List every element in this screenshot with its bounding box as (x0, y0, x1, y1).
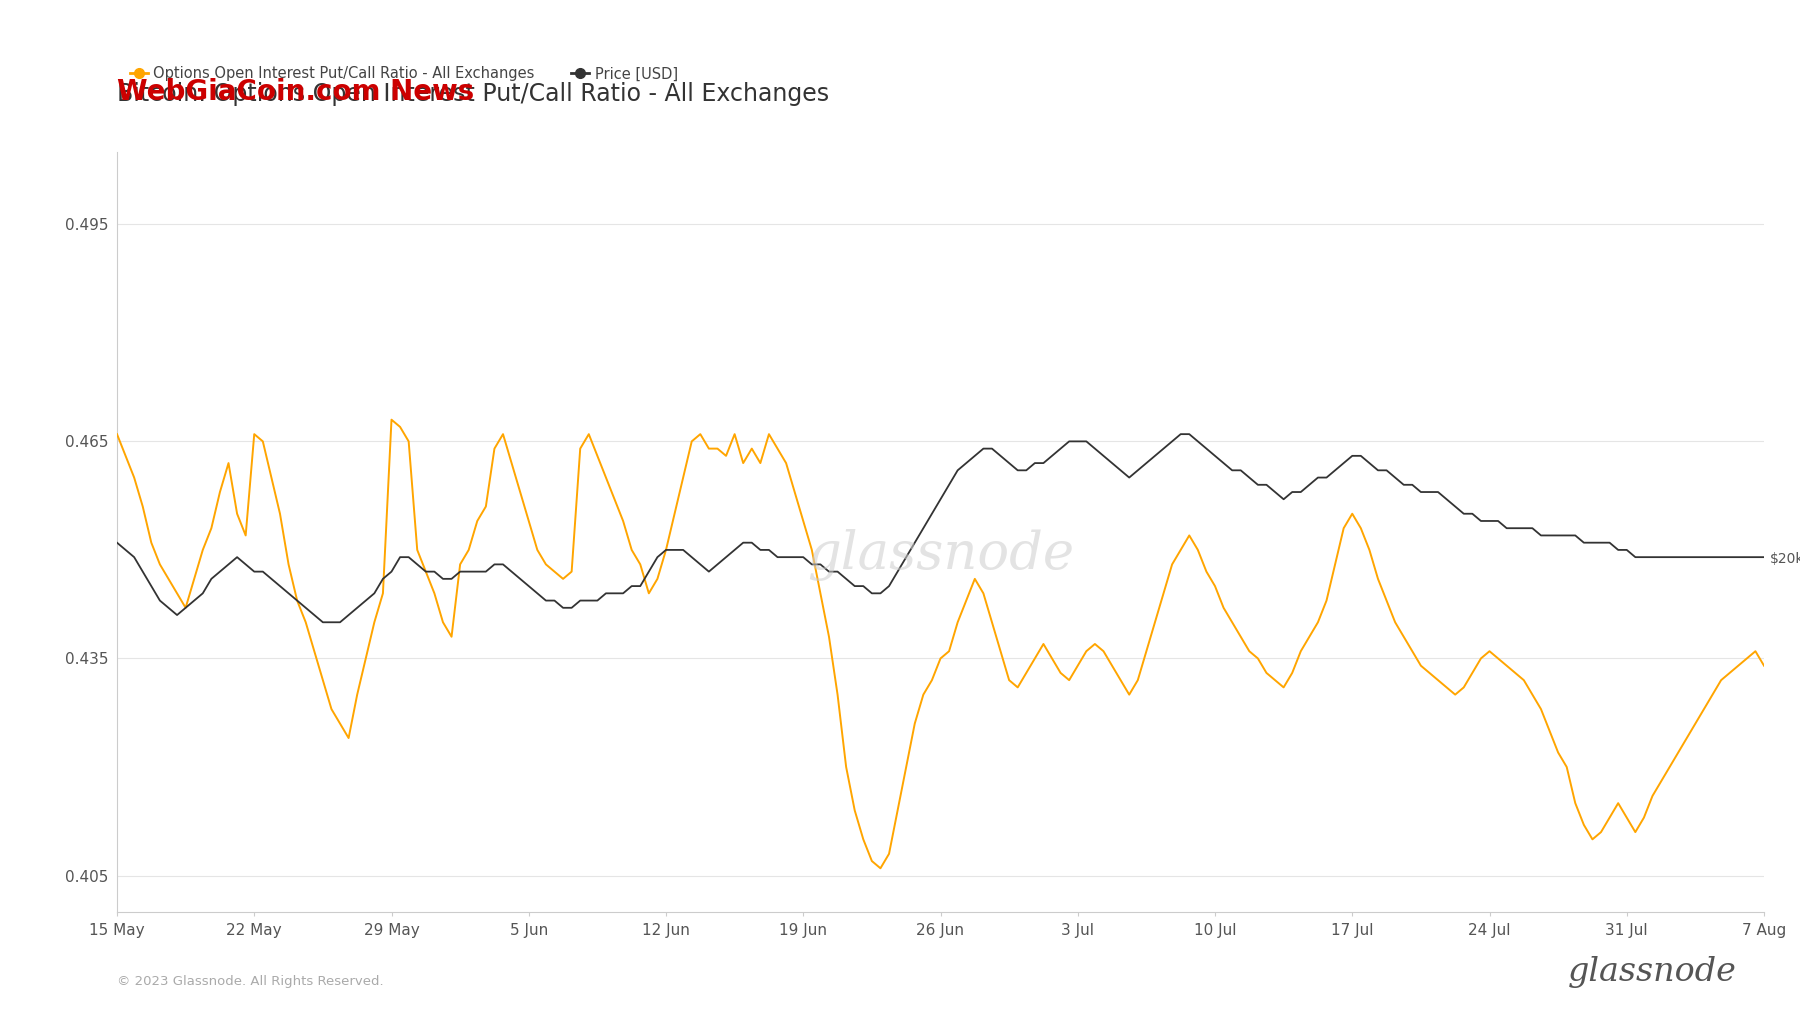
Legend: Options Open Interest Put/Call Ratio - All Exchanges, Price [USD]: Options Open Interest Put/Call Ratio - A… (124, 61, 684, 87)
Text: WebGiaCoin.com News: WebGiaCoin.com News (117, 78, 473, 106)
Text: Bitcoin: Options Open Interest Put/Call Ratio - All Exchanges: Bitcoin: Options Open Interest Put/Call … (117, 82, 830, 106)
Text: glassnode: glassnode (806, 529, 1075, 580)
Text: © 2023 Glassnode. All Rights Reserved.: © 2023 Glassnode. All Rights Reserved. (117, 975, 383, 988)
Text: glassnode: glassnode (1568, 955, 1737, 988)
